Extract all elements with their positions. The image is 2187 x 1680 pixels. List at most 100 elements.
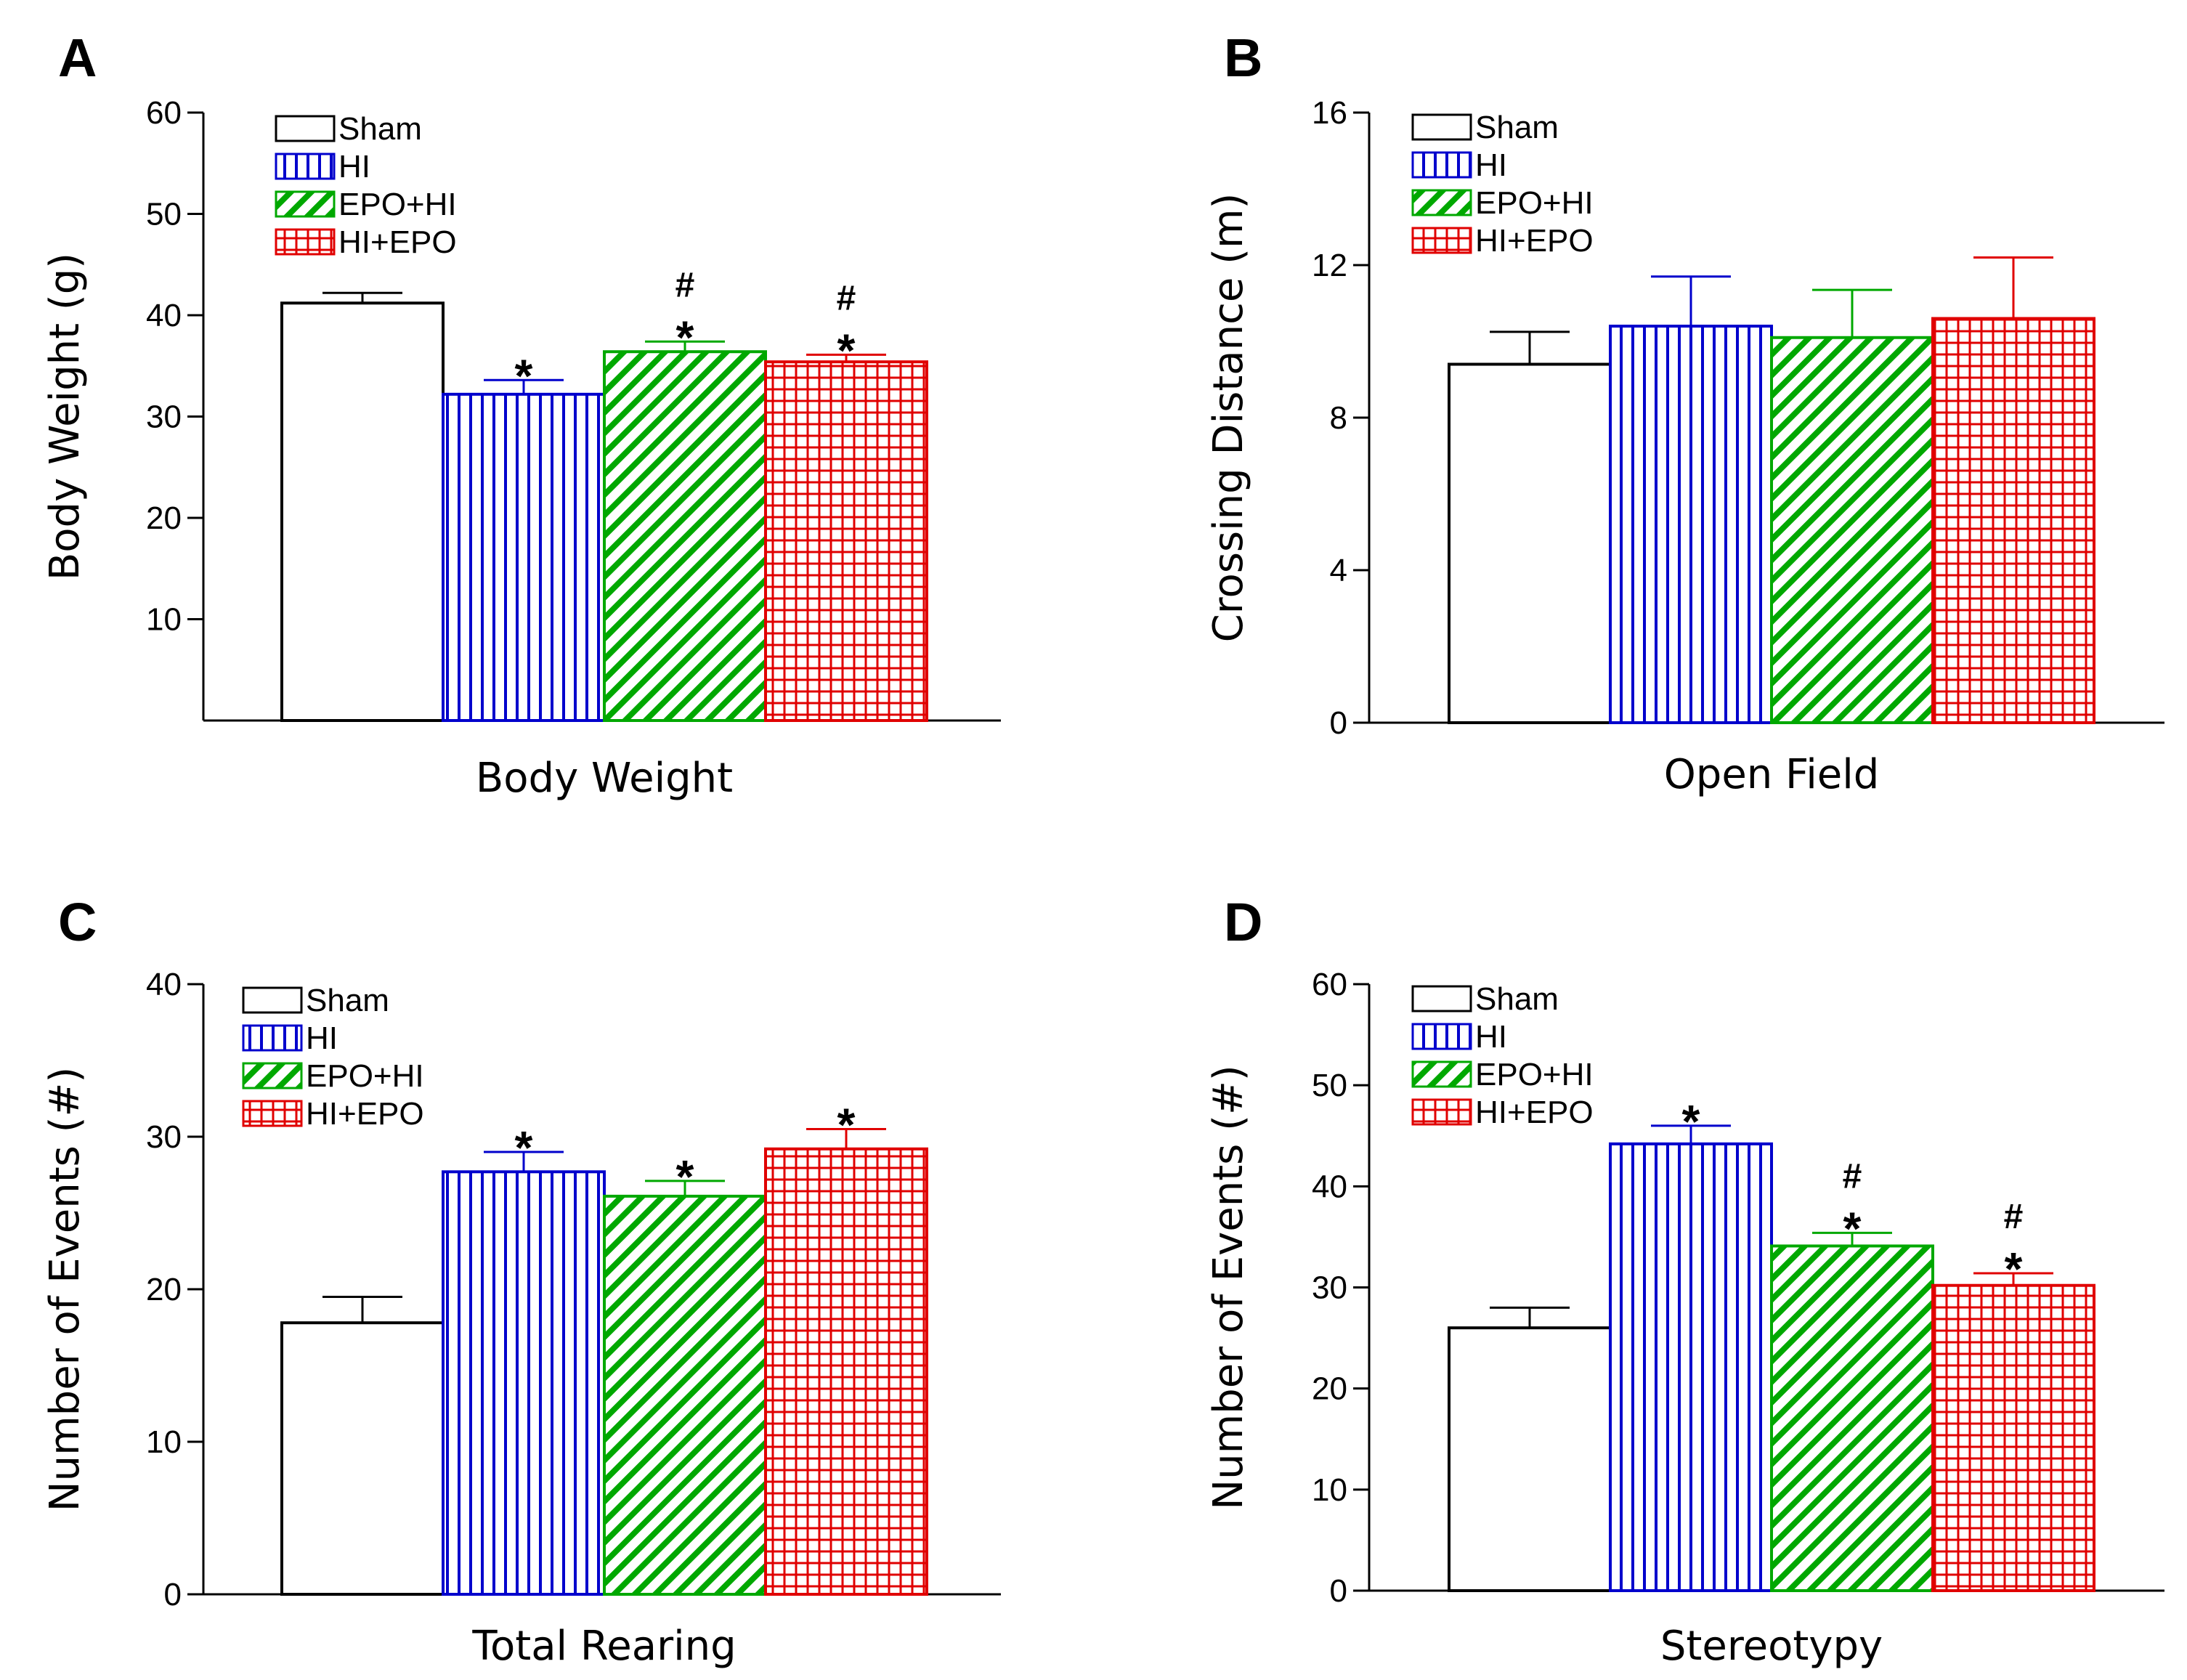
y-tick-label: 60	[1312, 967, 1347, 1002]
panel-b: B 0 4 8 12 16 Crossing Distance (m) Open Field S…	[1205, 28, 2164, 798]
legend-swatch	[1411, 151, 1472, 179]
legend-swatch	[275, 190, 336, 218]
x-axis-label: Open Field	[1664, 751, 1880, 798]
y-tick-label: 16	[1312, 95, 1347, 131]
legend-label: Sham	[1475, 981, 1559, 1017]
y-tick-label: 0	[164, 1577, 182, 1612]
significance-star: *	[837, 324, 856, 376]
panel-letter: D	[1224, 892, 1262, 952]
legend-label: HI	[1475, 147, 1507, 183]
legend-label: EPO+HI	[1475, 1057, 1594, 1092]
legend-label: EPO+HI	[1475, 185, 1594, 221]
significance-star: *	[1682, 1095, 1700, 1148]
bar-sham	[280, 1321, 445, 1596]
y-tick-label: 50	[146, 197, 182, 232]
legend-label: HI	[1475, 1019, 1507, 1055]
y-tick-label: 0	[1330, 1573, 1347, 1609]
bar-hi	[442, 1170, 606, 1596]
y-tick-label: 0	[1330, 705, 1347, 741]
y-axis-label: Crossing Distance (m)	[1205, 193, 1252, 643]
bar-hi-epo	[1931, 1283, 2095, 1592]
legend-swatch	[1411, 1023, 1472, 1050]
legend-swatch	[275, 228, 336, 256]
legend-label: Sham	[306, 983, 389, 1018]
panel-a: A 10 20 30 40 50 60 Body Weight (g) Body Weight *…	[41, 28, 1001, 802]
significance-star: *	[837, 1099, 856, 1151]
bar-hi	[1609, 325, 1773, 724]
legend-label: HI+EPO	[306, 1096, 424, 1132]
significance-star: *	[676, 1151, 694, 1203]
bar-epo-hi	[1770, 336, 1934, 724]
legend-label: HI	[338, 149, 370, 184]
y-tick-label: 10	[146, 602, 182, 638]
legend-swatch	[242, 986, 303, 1014]
bar-sham	[1448, 1326, 1612, 1592]
panel-letter: C	[58, 892, 97, 952]
bar-hi	[442, 392, 606, 722]
significance-star: *	[676, 311, 694, 363]
legend-swatch	[1411, 113, 1472, 141]
y-tick-label: 20	[1312, 1371, 1347, 1407]
y-tick-label: 40	[1312, 1169, 1347, 1204]
legend-swatch	[242, 1024, 303, 1052]
legend-label: HI+EPO	[1475, 223, 1594, 259]
y-tick-label: 8	[1330, 400, 1347, 436]
y-tick-label: 30	[1312, 1270, 1347, 1306]
significance-hash: #	[2004, 1198, 2024, 1236]
legend-swatch	[1411, 1060, 1472, 1088]
legend-swatch	[1411, 1098, 1472, 1126]
bar-hi-epo	[764, 1147, 928, 1596]
y-tick-label: 20	[146, 1272, 182, 1307]
y-tick-label: 12	[1312, 248, 1347, 283]
significance-star: *	[2005, 1243, 2023, 1295]
panel-letter: A	[58, 28, 97, 88]
y-axis-label: Body Weight (g)	[41, 253, 89, 580]
legend-swatch	[1411, 189, 1472, 216]
legend-label: HI+EPO	[338, 224, 457, 260]
legend-swatch	[242, 1100, 303, 1127]
y-tick-label: 10	[146, 1424, 182, 1460]
panel-d: D 0 10 20 30 40 50 60 Number of Events (#) Stereo…	[1205, 892, 2164, 1670]
significance-hash: #	[1843, 1157, 1862, 1196]
x-axis-label: Body Weight	[476, 755, 733, 802]
panel-letter: B	[1224, 28, 1262, 88]
y-tick-label: 50	[1312, 1068, 1347, 1103]
bar-sham	[280, 301, 445, 722]
bar-hi-epo	[764, 360, 928, 722]
y-tick-label: 20	[146, 500, 182, 536]
legend-label: Sham	[1475, 110, 1559, 145]
legend-swatch	[275, 115, 336, 142]
legend-label: EPO+HI	[338, 187, 457, 222]
significance-star: *	[1843, 1202, 1862, 1254]
legend-label: EPO+HI	[306, 1058, 424, 1094]
bar-sham	[1448, 362, 1612, 724]
y-tick-label: 60	[146, 95, 182, 131]
y-tick-label: 10	[1312, 1472, 1347, 1508]
legend-swatch	[242, 1062, 303, 1089]
panel-c: C 0 10 20 30 40 Number of Events (#) Total Rear…	[41, 892, 1001, 1670]
significance-hash: #	[675, 266, 695, 304]
legend-swatch	[1411, 227, 1472, 254]
x-axis-label: Total Rearing	[471, 1623, 736, 1670]
y-tick-label: 4	[1330, 553, 1347, 588]
legend-label: Sham	[338, 111, 422, 147]
significance-star: *	[515, 349, 533, 402]
legend-label: HI+EPO	[1475, 1095, 1594, 1130]
legend-swatch	[1411, 985, 1472, 1013]
significance-hash: #	[837, 279, 856, 317]
x-axis-label: Stereotypy	[1660, 1623, 1883, 1670]
bar-epo-hi	[603, 1194, 767, 1596]
y-axis-label: Number of Events (#)	[41, 1067, 89, 1512]
bar-hi	[1609, 1142, 1773, 1592]
bar-epo-hi	[1770, 1244, 1934, 1592]
bar-hi-epo	[1931, 317, 2095, 724]
y-tick-label: 40	[146, 298, 182, 333]
y-tick-label: 30	[146, 1119, 182, 1155]
bar-epo-hi	[603, 350, 767, 722]
y-tick-label: 40	[146, 967, 182, 1002]
y-tick-label: 30	[146, 399, 182, 435]
significance-star: *	[515, 1121, 533, 1174]
legend-swatch	[275, 153, 336, 180]
y-axis-label: Number of Events (#)	[1205, 1065, 1252, 1510]
